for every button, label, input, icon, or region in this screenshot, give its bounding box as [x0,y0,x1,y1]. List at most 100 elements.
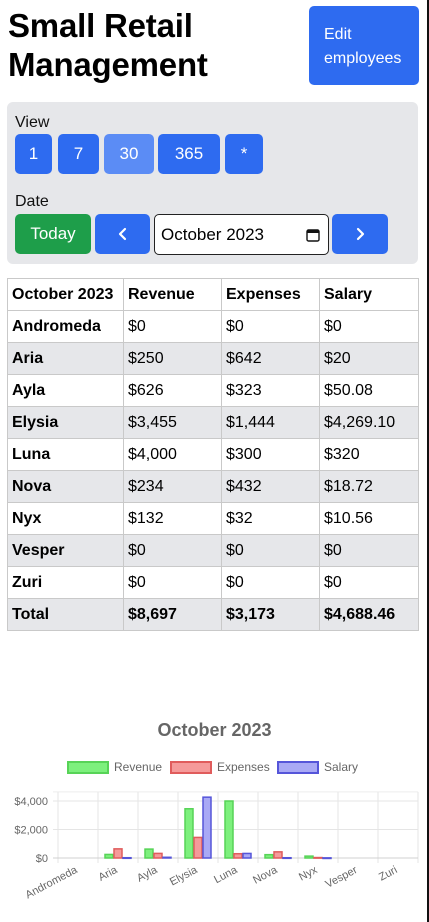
table-row: Zuri $0 $0 $0 [7,566,419,599]
expenses-cell: $300 [221,438,320,471]
bar-expenses-luna [233,852,243,859]
revenue-cell: $4,000 [123,438,222,471]
summary-table: October 2023 Revenue Expenses Salary And… [7,278,419,631]
edit-employees-label-2: employees [324,50,402,67]
bar-revenue-ayla [144,848,154,859]
bar-expenses-ayla [153,852,163,859]
salary-cell: $18.72 [319,470,419,503]
y-tick-label: $4,000 [14,796,48,808]
x-tick-label: Luna [212,864,240,886]
x-tick-label: Aria [97,864,121,884]
total-label: Total [7,598,124,631]
bar-expenses-elysia [193,836,203,859]
revenue-cell: $132 [123,502,222,535]
salary-cell: $0 [319,566,419,599]
employee-name: Nyx [7,502,124,535]
salary-cell: $10.56 [319,502,419,535]
bar-revenue-aria [104,853,114,859]
column-header-salary: Salary [319,278,419,311]
table-row: Nova $234 $432 $18.72 [7,470,419,503]
legend-item-salary[interactable]: Salary [277,760,358,774]
y-tick-label: $2,000 [14,825,48,837]
table-header-row: October 2023 Revenue Expenses Salary [7,278,419,311]
expenses-cell: $1,444 [221,406,320,439]
legend-swatch-revenue [67,760,109,774]
page-title-line-2: Management [8,46,208,83]
calendar-icon[interactable] [306,228,320,242]
employee-name: Aria [7,342,124,375]
employee-name: Elysia [7,406,124,439]
employee-name: Zuri [7,566,124,599]
legend-label-salary: Salary [324,760,359,774]
window-edge [427,0,429,922]
bar-revenue-luna [224,800,234,859]
table-row: Aria $250 $642 $20 [7,342,419,375]
table-row: Elysia $3,455 $1,444 $4,269.10 [7,406,419,439]
bar-salary-nyx [322,857,332,860]
salary-cell: $20 [319,342,419,375]
x-tick-label: Ayla [135,864,160,885]
salary-cell: $50.08 [319,374,419,407]
bar-salary-luna [242,852,252,859]
month-picker-input[interactable]: October 2023 [154,214,329,255]
chevron-right-icon [356,227,365,241]
x-tick-label: Zuri [377,864,399,883]
table-row: Andromeda $0 $0 $0 [7,310,419,343]
employee-name: Luna [7,438,124,471]
month-picker-value: October 2023 [161,224,265,244]
bar-revenue-nyx [304,855,314,859]
column-header-period: October 2023 [7,278,124,311]
total-revenue: $8,697 [123,598,222,631]
page-title: Small Retail Management [8,6,208,84]
legend-label-revenue: Revenue [114,760,163,774]
view-7-days-button[interactable]: 7 [58,134,99,174]
expenses-cell: $323 [221,374,320,407]
y-tick-label: $0 [36,853,48,865]
bar-expenses-nova [273,851,283,859]
bar-salary-nova [282,856,292,860]
expenses-cell: $0 [221,310,320,343]
view-1-day-button[interactable]: 1 [15,134,52,174]
view-365-days-button[interactable]: 365 [158,134,220,174]
employee-name: Andromeda [7,310,124,343]
total-salary: $4,688.46 [319,598,419,631]
next-month-button[interactable] [332,214,388,254]
view-all-button[interactable]: * [225,134,263,174]
bar-expenses-nyx [313,856,323,859]
column-header-expenses: Expenses [221,278,320,311]
expenses-cell: $432 [221,470,320,503]
expenses-cell: $0 [221,566,320,599]
legend-item-expenses[interactable]: Expenses [170,760,270,774]
bar-expenses-aria [113,848,123,859]
legend-swatch-salary [277,760,319,774]
page-title-line-1: Small Retail [8,7,193,44]
bar-revenue-elysia [184,808,194,859]
revenue-cell: $0 [123,566,222,599]
x-tick-label: Nyx [297,864,320,884]
table-row: Luna $4,000 $300 $320 [7,438,419,471]
revenue-cell: $0 [123,310,222,343]
total-expenses: $3,173 [221,598,320,631]
view-30-days-button[interactable]: 30 [104,134,154,174]
bar-chart: $0 $2,000 $4,000 Andromeda Aria Ayla Elysia Lun… [14,791,419,901]
table-row: Vesper $0 $0 $0 [7,534,419,567]
chevron-left-icon [118,227,126,241]
x-tick-label: Vesper [324,864,360,891]
revenue-cell: $0 [123,534,222,567]
bar-salary-aria [122,856,132,860]
today-button[interactable]: Today [15,214,91,254]
bar-revenue-nova [264,853,274,859]
legend-label-expenses: Expenses [217,760,270,774]
revenue-cell: $3,455 [123,406,222,439]
edit-employees-button[interactable]: Edit employees [309,6,419,85]
expenses-cell: $642 [221,342,320,375]
expenses-cell: $32 [221,502,320,535]
previous-month-button[interactable] [95,214,150,254]
legend-swatch-expenses [170,760,212,774]
table-total-row: Total $8,697 $3,173 $4,688.46 [7,598,419,631]
expenses-cell: $0 [221,534,320,567]
x-tick-label: Elysia [168,864,200,889]
employee-name: Vesper [7,534,124,567]
legend-item-revenue[interactable]: Revenue [67,760,162,774]
employee-name: Ayla [7,374,124,407]
